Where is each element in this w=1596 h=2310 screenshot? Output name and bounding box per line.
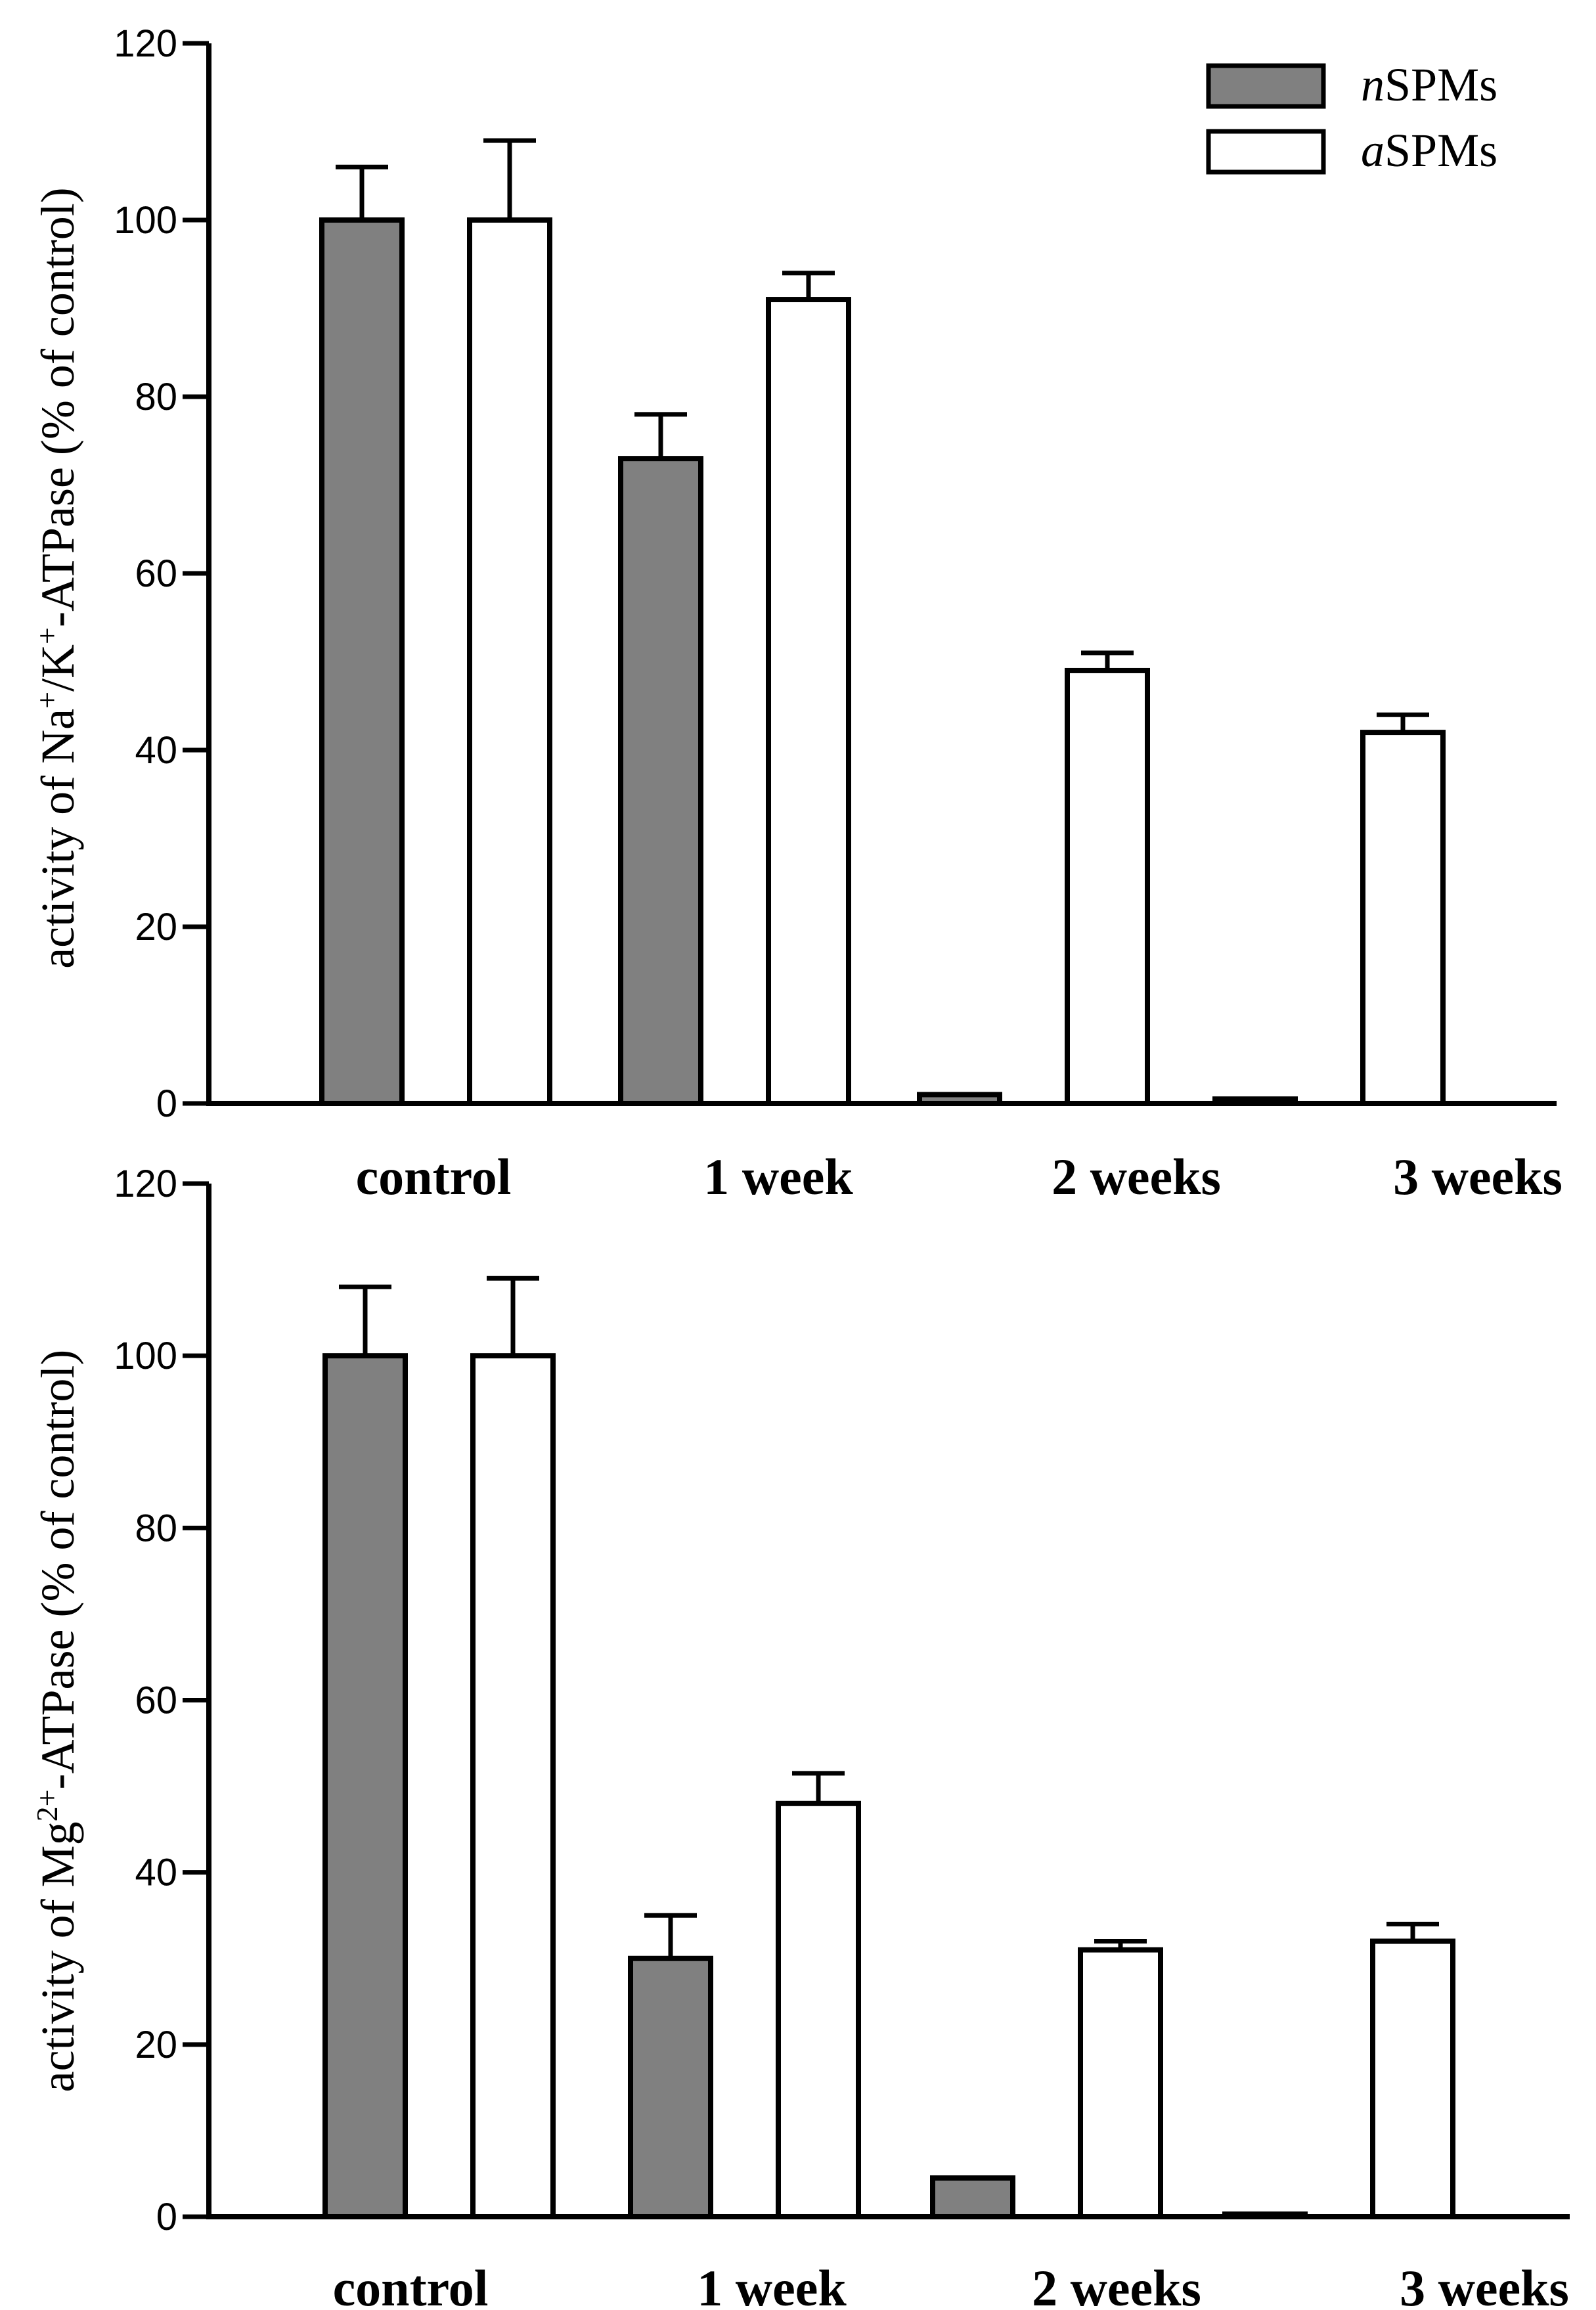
y-tick-label: 0 — [156, 2196, 177, 2238]
bar-aspms — [1370, 1938, 1455, 2220]
bar-aspms — [766, 297, 851, 1106]
bar-aspms — [1065, 667, 1150, 1106]
y-tick-label: 60 — [135, 552, 177, 595]
legend-swatch-nspms — [1206, 63, 1326, 109]
axes-bottom: 0 20 40 60 80 100 120 control 1 week 2 weeks 3 wee… — [114, 1163, 1570, 2310]
x-category-label: control — [356, 1148, 512, 1205]
bars-top — [319, 138, 1446, 1107]
y-tick-label: 40 — [135, 729, 177, 772]
ylabel-part: activity of Mg — [32, 1821, 84, 2092]
x-category-label: control — [333, 2259, 489, 2310]
ylabel-sup: + — [30, 692, 64, 709]
x-category-label: 2 weeks — [1032, 2259, 1201, 2310]
y-tick-label: 100 — [114, 199, 177, 242]
bar-nspms — [628, 1955, 713, 2219]
ylabel-part: activity of Na — [32, 709, 84, 969]
legend-label-suffix: SPMs — [1385, 124, 1497, 177]
bar-nspms — [322, 1353, 408, 2220]
y-tick-label: 0 — [156, 1082, 177, 1125]
legend-label-nspms: nSPMs — [1361, 58, 1497, 111]
legend-swatch-aspms — [1206, 129, 1326, 175]
legend-label-aspms: aSPMs — [1361, 124, 1497, 177]
ylabel-part: /K — [32, 644, 84, 692]
y-tick-label: 120 — [114, 22, 177, 65]
bar-aspms — [1360, 730, 1446, 1106]
y-tick-label: 80 — [135, 376, 177, 418]
ylabel-sup: + — [30, 627, 64, 644]
x-category-label: 3 weeks — [1400, 2259, 1569, 2310]
bar-nspms — [1222, 2211, 1308, 2219]
bar-nspms — [319, 217, 405, 1106]
x-category-label: 2 weeks — [1052, 1148, 1221, 1205]
chart-na-k-atpase: 0 20 40 60 80 100 120 control 1 week 2 weeks 3 wee… — [30, 22, 1563, 1205]
bar-nspms — [930, 2175, 1015, 2219]
ylabel-part: -ATPase (% of control) — [32, 1350, 84, 1790]
x-category-label: 3 weeks — [1393, 1148, 1563, 1205]
y-tick-label: 80 — [135, 1507, 177, 1549]
y-axis-label-bottom: activity of Mg2+-ATPase (% of control) — [30, 1350, 85, 2093]
y-tick-label: 100 — [114, 1335, 177, 1377]
bar-nspms — [1212, 1096, 1298, 1107]
legend: nSPMs aSPMs — [1206, 58, 1497, 177]
x-category-label: 1 week — [703, 1148, 853, 1205]
y-tick-label: 120 — [114, 1163, 177, 1205]
chart-mg-atpase: 0 20 40 60 80 100 120 control 1 week 2 weeks 3 wee… — [30, 1163, 1570, 2310]
bar-aspms — [776, 1800, 861, 2220]
bars-bottom — [322, 1276, 1455, 2220]
ylabel-sup: 2+ — [30, 1789, 64, 1821]
axes-top: 0 20 40 60 80 100 120 control 1 week 2 weeks 3 wee… — [114, 22, 1563, 1205]
y-tick-label: 40 — [135, 1852, 177, 1894]
bar-aspms — [470, 1353, 556, 2220]
ylabel-part: -ATPase (% of control) — [32, 187, 84, 627]
legend-label-suffix: SPMs — [1385, 58, 1497, 111]
bar-aspms — [467, 217, 552, 1106]
y-tick-label: 20 — [135, 2024, 177, 2066]
legend-label-prefix: n — [1361, 58, 1385, 111]
x-category-label: 1 week — [697, 2259, 847, 2310]
bar-aspms — [1078, 1947, 1163, 2219]
legend-label-prefix: a — [1361, 124, 1385, 177]
y-axis-label-top: activity of Na+/K+-ATPase (% of control) — [30, 187, 85, 969]
y-tick-label: 60 — [135, 1679, 177, 1722]
y-tick-label: 20 — [135, 906, 177, 948]
bar-nspms — [618, 456, 703, 1106]
bar-nspms — [917, 1092, 1002, 1107]
